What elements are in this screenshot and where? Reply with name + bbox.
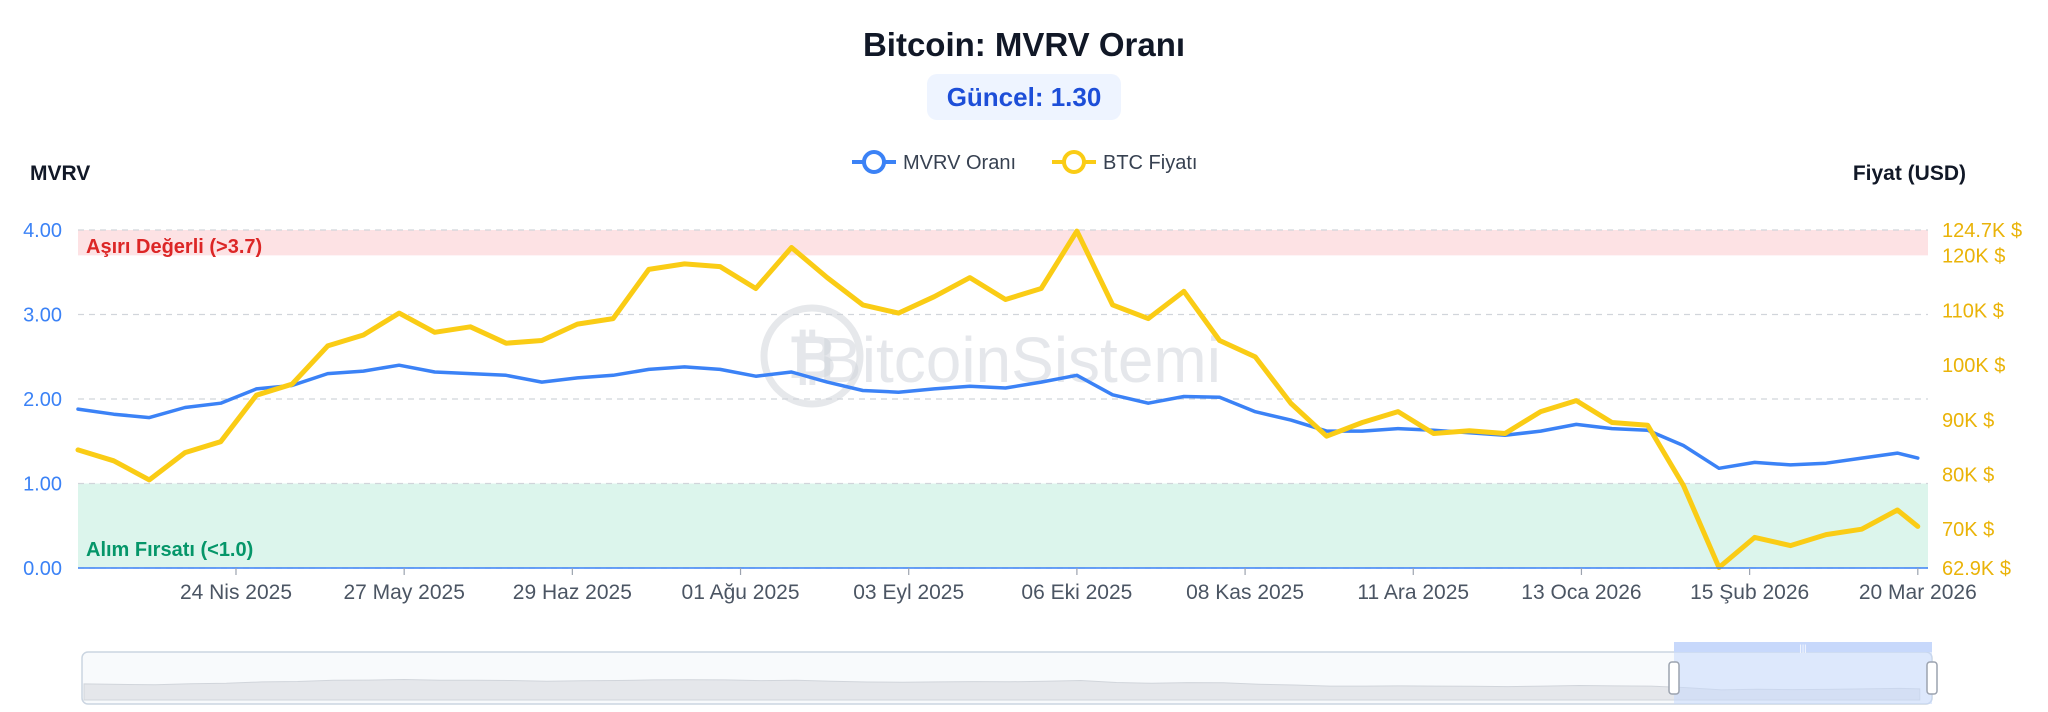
current-value-badge: Güncel: 1.30 <box>927 74 1121 120</box>
x-tick-label: 08 Kas 2025 <box>1186 581 1304 604</box>
x-tick-label: 03 Eyl 2025 <box>853 581 964 604</box>
y-right-tick-label: 70K $ <box>1942 519 1994 541</box>
x-tick-label: 27 May 2025 <box>343 581 464 604</box>
y-right-tick-label: 124.7K $ <box>1942 220 2022 242</box>
navigator-left-handle[interactable] <box>1668 661 1680 695</box>
y-right-tick-label: 80K $ <box>1942 464 1994 486</box>
watermark-logo-icon <box>760 304 864 408</box>
y-left-tick-label: 2.00 <box>23 389 62 411</box>
navigator-right-handle[interactable] <box>1926 661 1938 695</box>
legend-item-btc[interactable]: BTC Fiyatı <box>1052 150 1197 174</box>
x-tick-label: 01 Ağu 2025 <box>682 581 800 604</box>
y-right-axis-title: Fiyat (USD) <box>1853 162 1966 185</box>
page-title: Bitcoin: MVRV Oranı <box>862 26 1186 63</box>
legend-btc-label: BTC Fiyatı <box>1103 152 1197 174</box>
x-tick-label: 06 Eki 2025 <box>1021 581 1132 604</box>
x-tick-label: 24 Nis 2025 <box>180 581 292 604</box>
y-right-tick-label: 100K $ <box>1942 355 2005 377</box>
x-tick-label: 11 Ara 2025 <box>1357 581 1469 604</box>
zone-band-0 <box>78 230 1928 256</box>
mvrv-series-line[interactable] <box>76 363 1920 471</box>
x-tick-label: 15 Şub 2026 <box>1690 581 1809 604</box>
legend: MVRV Oranı BTC Fiyatı <box>852 150 1197 174</box>
zone-label-1: Alım Fırsatı (<1.0) <box>86 539 253 561</box>
watermark-logo-glyph-icon: ₿ <box>788 324 837 391</box>
y-left-tick-label: 0.00 <box>23 558 62 580</box>
zone-band-1 <box>78 483 1928 568</box>
y-right-tick-label: 120K $ <box>1942 246 2005 268</box>
legend-mvrv-marker-icon <box>862 150 886 174</box>
legend-btc-marker-icon <box>1062 150 1086 174</box>
y-right-tick-label: 62.9K $ <box>1942 558 2011 580</box>
x-tick-label: 29 Haz 2025 <box>513 581 632 604</box>
x-tick-label: 13 Oca 2026 <box>1521 581 1641 604</box>
navigator-selection[interactable] <box>1674 642 1932 704</box>
zone-label-0: Aşırı Değerli (>3.7) <box>86 236 262 258</box>
y-left-axis-title: MVRV <box>30 162 90 185</box>
y-left-tick-label: 1.00 <box>23 474 62 496</box>
y-left-tick-label: 3.00 <box>23 305 62 327</box>
legend-mvrv-label: MVRV Oranı <box>903 152 1016 174</box>
navigator-selection-top-bar[interactable] <box>1674 642 1932 652</box>
navigator-grip-icon[interactable]: ||| <box>1799 643 1806 653</box>
x-tick-label: 20 Mar 2026 <box>1859 581 1977 604</box>
range-navigator[interactable]: ||| <box>81 642 1938 705</box>
legend-item-mvrv[interactable]: MVRV Oranı <box>852 150 1016 174</box>
y-left-tick-label: 4.00 <box>23 220 62 242</box>
btc-price-series-line[interactable] <box>75 228 1921 570</box>
y-right-tick-label: 90K $ <box>1942 410 1994 432</box>
y-right-tick-label: 110K $ <box>1942 300 2004 322</box>
